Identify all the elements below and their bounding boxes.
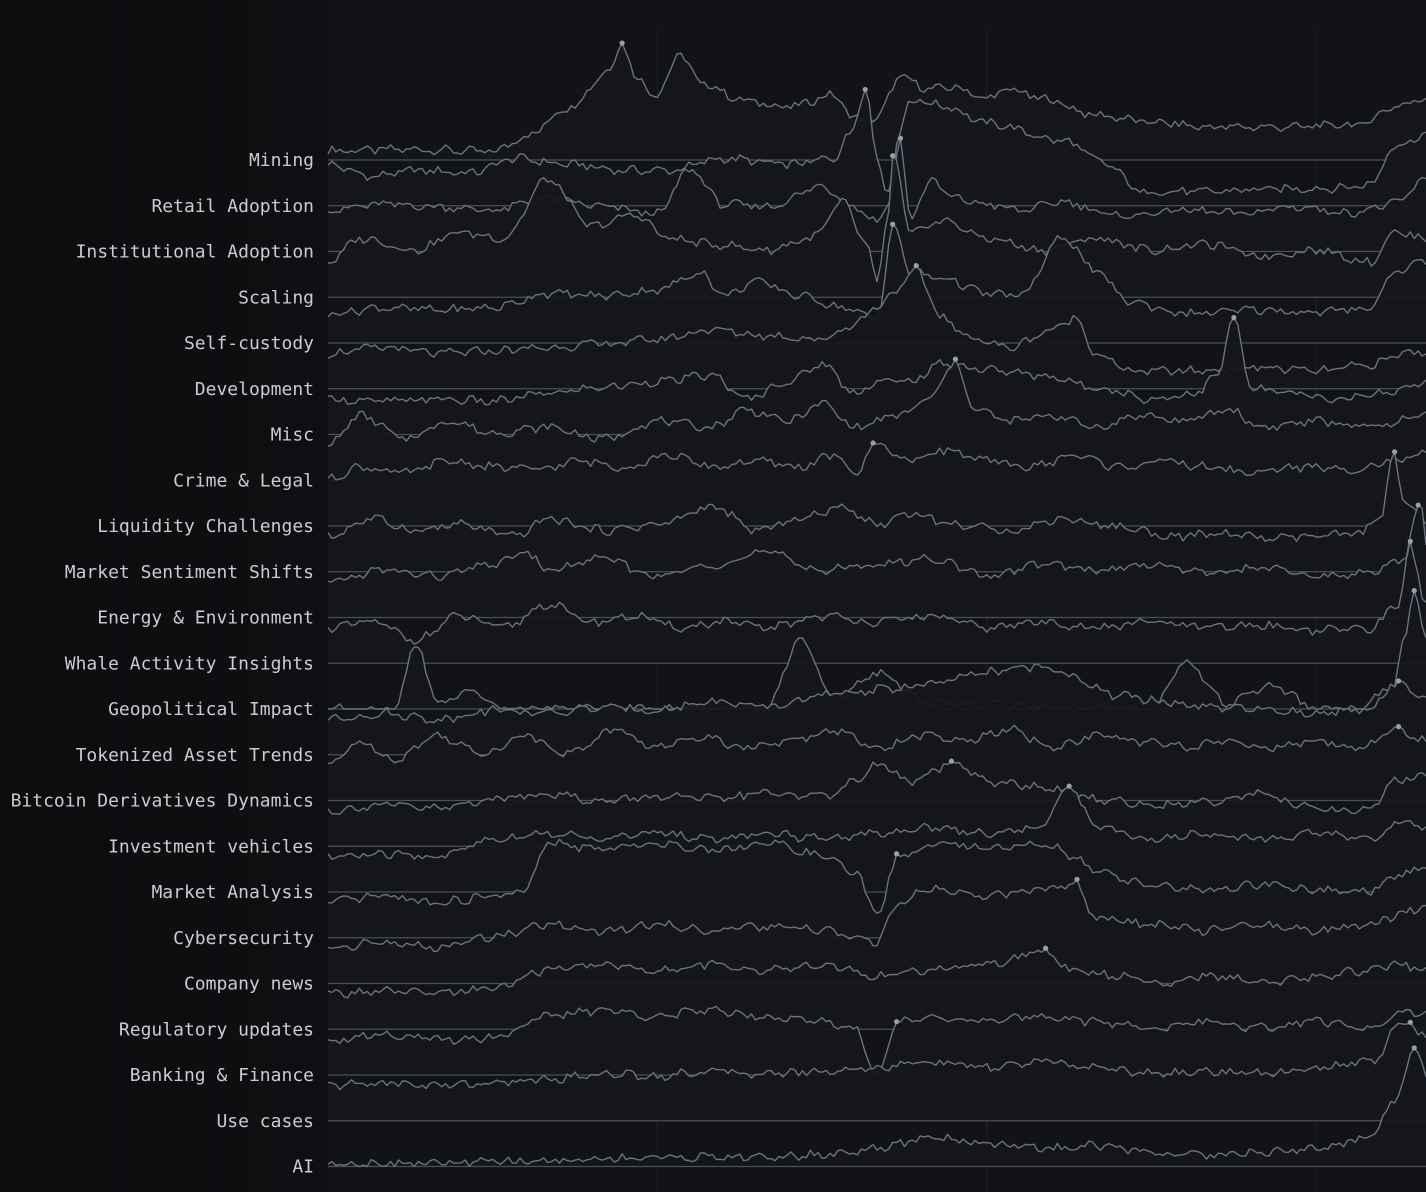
- peak-marker: [619, 40, 625, 46]
- category-label: Banking & Finance: [130, 1065, 314, 1086]
- ridge-11: [327, 538, 1426, 664]
- category-label: Tokenized Asset Trends: [76, 745, 314, 766]
- ridge-area: [328, 505, 1426, 618]
- category-label: Cybersecurity: [173, 928, 314, 949]
- peak-marker: [1411, 1045, 1417, 1051]
- ridge-area: [328, 1006, 1426, 1075]
- ridge-area: [328, 725, 1426, 801]
- ridge-area: [328, 138, 1426, 252]
- peak-marker: [894, 1019, 900, 1025]
- category-label: Crime & Legal: [173, 470, 314, 491]
- category-label: Institutional Adoption: [76, 242, 314, 263]
- ridge-area: [328, 317, 1426, 435]
- category-label: Bitcoin Derivatives Dynamics: [11, 791, 314, 812]
- category-label: Liquidity Challenges: [97, 516, 314, 537]
- ridge-line: [327, 316, 1426, 406]
- category-label: Use cases: [216, 1111, 314, 1132]
- category-label: Energy & Environment: [97, 608, 314, 629]
- ridge-line: [327, 947, 1426, 999]
- ridge-area: [328, 224, 1426, 343]
- peak-marker: [913, 263, 919, 269]
- ridge-line: [327, 785, 1426, 860]
- category-label: Regulatory updates: [119, 1019, 314, 1040]
- ridge-line: [327, 1047, 1426, 1168]
- ridge-area: [328, 451, 1426, 572]
- ridge-line: [327, 663, 1426, 724]
- ridge-3: [327, 153, 1426, 298]
- ridge-line: [327, 42, 1426, 156]
- ridge-line: [327, 88, 1426, 196]
- peak-marker: [952, 356, 959, 362]
- ridge-area: [328, 761, 1426, 847]
- ridge-22: [327, 1045, 1426, 1168]
- ridge-line: [327, 760, 1426, 815]
- peak-marker: [870, 440, 876, 446]
- ridge-area: [328, 265, 1426, 389]
- peak-marker: [890, 153, 896, 159]
- peak-marker: [1411, 587, 1417, 594]
- ridge-21: [327, 1019, 1426, 1122]
- ridge-area: [328, 1022, 1426, 1121]
- peak-marker: [1415, 502, 1421, 508]
- peak-marker: [948, 758, 955, 764]
- category-label: Whale Activity Insights: [65, 653, 314, 674]
- ridge-line: [327, 137, 1426, 223]
- ridge-area: [328, 839, 1426, 938]
- peak-marker: [894, 851, 900, 857]
- ridge-line: [327, 442, 1426, 481]
- peak-marker: [1066, 783, 1072, 789]
- ridge-area: [328, 359, 1426, 481]
- peak-marker: [897, 135, 904, 141]
- ridge-line: [327, 540, 1426, 645]
- ridge-area: [328, 89, 1426, 206]
- category-label: Self-custody: [184, 333, 314, 354]
- category-label: AI: [292, 1157, 314, 1178]
- peak-marker: [1407, 1019, 1413, 1025]
- ridge-line: [328, 589, 1426, 710]
- category-label: Mining: [249, 150, 314, 171]
- peak-marker: [890, 221, 896, 227]
- ridge-area: [328, 541, 1426, 664]
- peak-marker: [1392, 449, 1398, 455]
- peak-marker: [862, 86, 868, 93]
- ridge-area: [328, 1047, 1426, 1167]
- ridge-line: [327, 451, 1426, 543]
- ridge-line: [327, 724, 1426, 765]
- ridges: [327, 40, 1426, 1168]
- ridge-area: [328, 43, 1426, 160]
- ridge-line: [327, 504, 1426, 583]
- peak-marker: [1074, 876, 1080, 882]
- category-label: Investment vehicles: [108, 836, 314, 857]
- ridge-10: [327, 502, 1426, 619]
- category-label: Retail Adoption: [151, 196, 314, 217]
- peak-marker: [1395, 678, 1402, 684]
- ridge-line: [327, 1021, 1426, 1091]
- ridge-area: [328, 879, 1426, 984]
- ridge-line: [327, 155, 1426, 283]
- category-label: Market Sentiment Shifts: [65, 562, 314, 583]
- category-label: Misc: [271, 425, 314, 446]
- ridge-line: [327, 838, 1426, 915]
- ridge-area: [328, 155, 1426, 298]
- peak-marker: [1231, 315, 1237, 321]
- ridge-line: [327, 358, 1426, 448]
- peak-marker: [1043, 945, 1049, 951]
- category-labels: Mining Retail Adoption Institutional Adopt…: [11, 150, 315, 1178]
- category-label: Company news: [184, 974, 314, 995]
- category-label: Scaling: [238, 287, 314, 308]
- peak-marker: [1395, 724, 1402, 730]
- ridge-line: [327, 878, 1426, 953]
- category-label: Development: [195, 379, 314, 400]
- category-label: Geopolitical Impact: [108, 699, 314, 720]
- category-label: Market Analysis: [151, 882, 314, 903]
- peak-marker: [1407, 538, 1413, 544]
